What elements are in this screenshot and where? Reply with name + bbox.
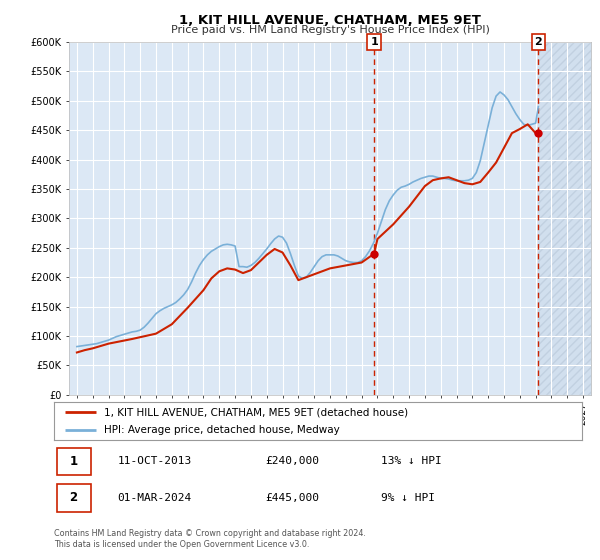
Text: 2: 2 bbox=[535, 37, 542, 47]
Text: HPI: Average price, detached house, Medway: HPI: Average price, detached house, Medw… bbox=[104, 425, 340, 435]
Bar bbox=[538, 42, 591, 395]
FancyBboxPatch shape bbox=[56, 447, 91, 475]
Text: 1: 1 bbox=[70, 455, 77, 468]
Text: 1, KIT HILL AVENUE, CHATHAM, ME5 9ET: 1, KIT HILL AVENUE, CHATHAM, ME5 9ET bbox=[179, 14, 481, 27]
FancyBboxPatch shape bbox=[56, 484, 91, 512]
Text: Contains HM Land Registry data © Crown copyright and database right 2024.
This d: Contains HM Land Registry data © Crown c… bbox=[54, 529, 366, 549]
Text: 9% ↓ HPI: 9% ↓ HPI bbox=[382, 493, 436, 503]
Text: 1: 1 bbox=[370, 37, 378, 47]
Text: 2: 2 bbox=[70, 491, 77, 505]
Text: 11-OCT-2013: 11-OCT-2013 bbox=[118, 456, 191, 466]
Text: £445,000: £445,000 bbox=[265, 493, 319, 503]
Text: £240,000: £240,000 bbox=[265, 456, 319, 466]
Text: 1, KIT HILL AVENUE, CHATHAM, ME5 9ET (detached house): 1, KIT HILL AVENUE, CHATHAM, ME5 9ET (de… bbox=[104, 407, 408, 417]
Text: 13% ↓ HPI: 13% ↓ HPI bbox=[382, 456, 442, 466]
Text: Price paid vs. HM Land Registry's House Price Index (HPI): Price paid vs. HM Land Registry's House … bbox=[170, 25, 490, 35]
Text: 01-MAR-2024: 01-MAR-2024 bbox=[118, 493, 191, 503]
